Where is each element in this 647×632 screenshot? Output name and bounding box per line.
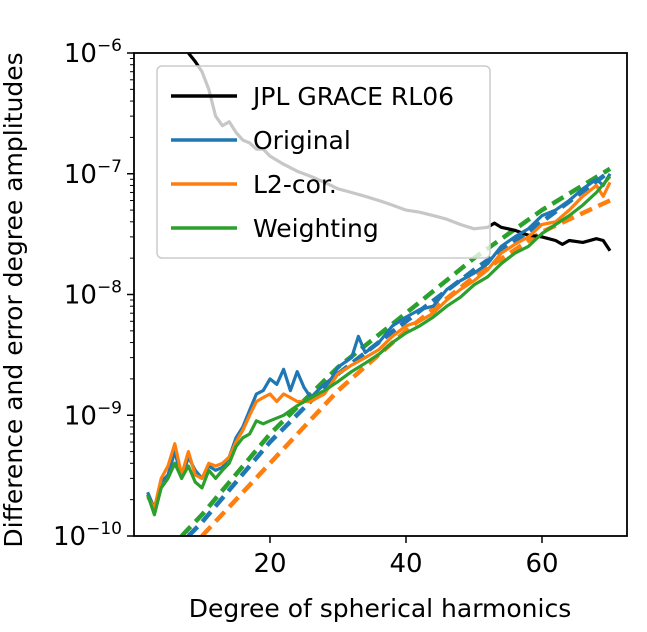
legend-label: JPL GRACE RL06 bbox=[251, 82, 454, 111]
y-tick-label: 10−10 bbox=[53, 519, 122, 552]
y-tick-label: 10−8 bbox=[64, 278, 122, 311]
y-tick-label: 10−6 bbox=[64, 36, 122, 69]
y-tick-label: 10−9 bbox=[64, 398, 122, 431]
y-tick-label: 10−7 bbox=[64, 157, 122, 190]
legend: JPL GRACE RL06 Original L2-cor. Weighting bbox=[156, 65, 491, 259]
legend-label: Weighting bbox=[253, 214, 379, 243]
x-tick-label: 20 bbox=[253, 549, 286, 579]
x-axis-label: Degree of spherical harmonics bbox=[189, 594, 572, 623]
series-line-2 bbox=[146, 181, 612, 510]
legend-label: Original bbox=[253, 126, 351, 155]
y-axis-ticks: 10−10 10−9 10−8 10−7 10−6 bbox=[53, 36, 134, 552]
x-tick-label: 60 bbox=[525, 549, 558, 579]
y-axis-label: Difference and error degree amplitudes bbox=[0, 52, 28, 547]
legend-box bbox=[156, 65, 491, 259]
x-axis-ticks: 20 40 60 bbox=[253, 536, 559, 579]
fit-line-5 bbox=[200, 198, 611, 536]
x-tick-label: 40 bbox=[389, 549, 422, 579]
legend-label: L2-cor. bbox=[253, 170, 337, 199]
series-line-3 bbox=[146, 175, 612, 517]
fit-line-6 bbox=[179, 166, 612, 536]
